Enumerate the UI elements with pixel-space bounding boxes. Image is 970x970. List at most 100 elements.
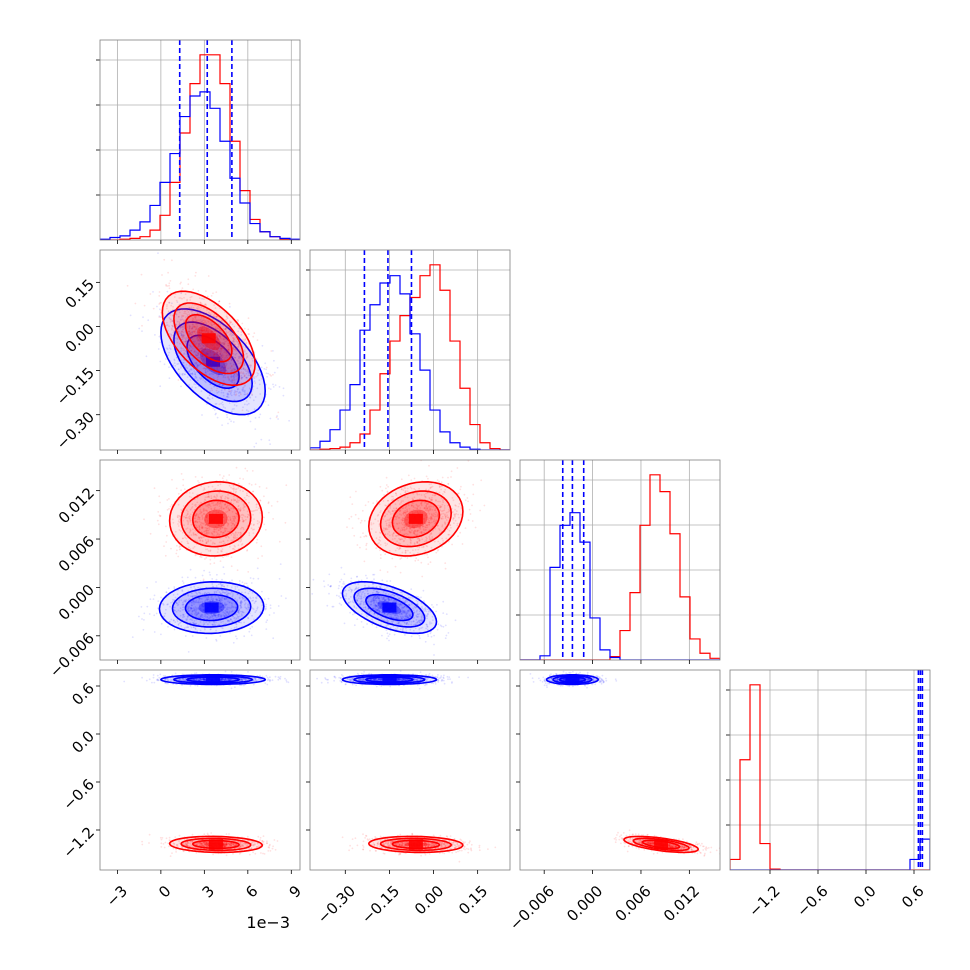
panel-content <box>126 252 290 448</box>
sample-point <box>209 349 212 352</box>
sample-point <box>398 597 401 600</box>
sample-point <box>172 619 175 621</box>
sample-point <box>215 509 218 512</box>
sample-point <box>259 499 262 502</box>
sample-point <box>260 378 263 380</box>
sample-point <box>192 600 195 602</box>
sample-point <box>177 492 180 495</box>
sample-point <box>224 503 226 506</box>
sample-point <box>204 347 206 350</box>
sample-point <box>201 526 204 529</box>
sample-point <box>442 600 445 603</box>
sample-point <box>224 529 227 532</box>
sample-point <box>210 601 212 603</box>
sample-point <box>205 596 208 598</box>
sample-point <box>232 606 234 608</box>
sample-point <box>205 516 208 518</box>
sample-point <box>237 501 240 504</box>
sample-point <box>149 293 152 295</box>
sample-point <box>236 374 239 376</box>
sample-point <box>209 345 212 348</box>
sample-point <box>357 517 360 520</box>
sample-point <box>248 333 251 335</box>
sample-point <box>196 327 198 330</box>
sample-point <box>155 612 158 615</box>
sample-point <box>417 615 420 618</box>
sample-point <box>200 377 203 380</box>
sample-point <box>215 338 218 341</box>
sample-point <box>158 303 161 305</box>
sample-point <box>212 348 215 351</box>
sample-point <box>196 356 199 359</box>
sample-point <box>207 342 210 345</box>
sample-point <box>207 496 210 498</box>
sample-point <box>233 337 235 340</box>
sample-point <box>202 344 204 347</box>
sample-point <box>232 518 235 521</box>
sample-point <box>216 341 219 344</box>
sample-point <box>178 518 181 521</box>
sample-point <box>223 343 226 345</box>
sample-point <box>206 347 209 349</box>
sample-point <box>216 573 218 576</box>
sample-point <box>214 346 217 349</box>
sample-point <box>378 610 381 613</box>
sample-point <box>181 531 184 534</box>
sample-point <box>218 335 221 338</box>
sample-point <box>193 509 196 511</box>
sample-point <box>213 495 216 498</box>
sample-point <box>270 505 273 507</box>
sample-point <box>241 596 244 599</box>
sample-point <box>238 357 240 360</box>
sample-point <box>244 588 247 590</box>
sample-point <box>203 345 205 347</box>
sample-point <box>407 623 410 626</box>
sample-point <box>386 620 389 623</box>
sample-point <box>191 506 194 508</box>
sample-point <box>219 501 222 504</box>
sample-point <box>403 611 405 614</box>
sample-point <box>216 336 219 339</box>
sample-point <box>209 370 212 372</box>
sample-point <box>236 346 238 348</box>
sample-point <box>254 396 257 398</box>
sample-point <box>200 331 203 333</box>
sample-point <box>197 365 199 368</box>
sample-point <box>227 342 230 345</box>
sample-point <box>193 336 196 339</box>
sample-point <box>239 509 242 511</box>
sample-point <box>256 509 259 511</box>
sample-point <box>204 599 207 602</box>
sample-point <box>220 366 223 369</box>
sample-point <box>187 523 190 526</box>
sample-point <box>222 343 225 346</box>
sample-point <box>261 604 264 607</box>
sample-point <box>245 370 248 373</box>
sample-point <box>232 363 235 366</box>
sample-point <box>222 585 224 587</box>
sample-point <box>418 619 421 622</box>
sample-point <box>410 596 412 599</box>
sample-point <box>238 482 240 485</box>
sample-point <box>219 527 222 530</box>
sample-point <box>182 335 185 337</box>
sample-point <box>201 319 204 322</box>
sample-point <box>207 591 210 594</box>
sample-point <box>186 540 189 543</box>
sample-point <box>188 606 191 608</box>
sample-point <box>180 333 183 335</box>
sample-point <box>213 353 216 355</box>
sample-point <box>268 439 271 442</box>
sample-point <box>213 353 216 355</box>
sample-point <box>211 533 214 536</box>
sample-point <box>242 371 245 374</box>
sample-point <box>191 635 194 637</box>
sample-point <box>201 522 204 525</box>
density-peak-series-1 <box>382 602 397 613</box>
sample-point <box>246 549 248 552</box>
sample-point <box>180 319 182 322</box>
sample-point <box>204 303 207 306</box>
sample-point <box>223 612 226 614</box>
sample-point <box>349 588 352 591</box>
sample-point <box>265 606 267 608</box>
